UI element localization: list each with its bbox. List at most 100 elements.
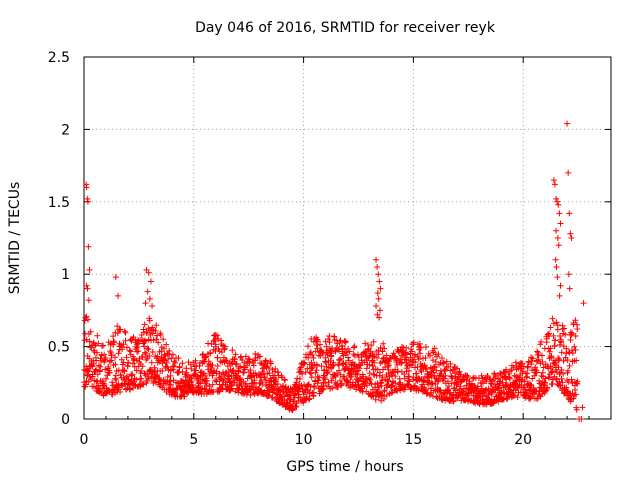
data-point — [558, 366, 565, 373]
data-point — [495, 385, 502, 392]
data-point — [309, 352, 316, 359]
data-point — [580, 300, 587, 307]
data-point — [265, 392, 272, 399]
data-point — [316, 374, 323, 381]
data-point — [415, 356, 422, 363]
data-point — [289, 407, 296, 414]
data-point — [390, 369, 397, 376]
data-point — [336, 346, 343, 353]
data-point — [117, 388, 124, 395]
data-point — [108, 352, 115, 359]
data-point — [245, 355, 252, 362]
data-point — [518, 360, 525, 367]
data-point — [220, 377, 227, 384]
data-point — [545, 330, 552, 337]
data-point — [221, 343, 228, 350]
data-point — [552, 337, 559, 344]
data-point — [310, 389, 317, 396]
data-point — [139, 353, 146, 360]
data-point — [388, 382, 395, 389]
data-point — [247, 367, 254, 374]
data-point — [114, 330, 121, 337]
data-point — [394, 368, 401, 375]
data-point — [152, 327, 159, 334]
data-point — [314, 345, 321, 352]
data-point — [416, 340, 423, 347]
data-point — [114, 323, 121, 330]
data-point — [555, 201, 562, 208]
data-point — [572, 333, 579, 340]
data-point — [441, 375, 448, 382]
data-point — [528, 358, 535, 365]
data-point — [247, 392, 254, 399]
data-point — [315, 377, 322, 384]
data-point — [314, 338, 321, 345]
data-point — [363, 365, 370, 372]
data-point — [134, 344, 141, 351]
data-point — [572, 346, 579, 353]
data-point — [377, 380, 384, 387]
data-point — [377, 344, 384, 351]
data-point — [267, 360, 274, 367]
data-point — [351, 343, 358, 350]
data-point — [140, 329, 147, 336]
data-point — [261, 374, 268, 381]
data-point — [380, 340, 387, 347]
data-point — [348, 373, 355, 380]
data-point — [92, 354, 99, 361]
data-point — [345, 357, 352, 364]
data-point — [274, 380, 281, 387]
data-point — [328, 365, 335, 372]
y-tick-label: 0.5 — [48, 340, 70, 356]
data-point — [336, 338, 343, 345]
data-point — [480, 380, 487, 387]
data-point — [150, 337, 157, 344]
data-point — [250, 362, 257, 369]
data-point — [122, 380, 129, 387]
data-point — [367, 376, 374, 383]
data-point — [199, 351, 206, 358]
data-point — [83, 282, 90, 289]
data-point — [237, 363, 244, 370]
data-point — [373, 303, 380, 310]
data-point — [548, 353, 555, 360]
data-point — [84, 198, 91, 205]
data-point — [140, 338, 147, 345]
data-point — [97, 363, 104, 370]
data-point — [569, 330, 576, 337]
data-point — [375, 271, 382, 278]
data-point — [384, 377, 391, 384]
data-point — [568, 235, 575, 241]
data-point — [529, 355, 536, 362]
data-point — [169, 363, 176, 370]
data-point — [557, 382, 564, 389]
data-point — [383, 352, 390, 359]
data-point — [536, 377, 543, 384]
data-point — [446, 383, 453, 390]
data-point — [566, 362, 573, 369]
data-point — [149, 303, 156, 310]
data-point — [92, 367, 99, 374]
data-point — [149, 330, 156, 337]
data-point — [154, 353, 161, 360]
data-point — [256, 353, 263, 360]
data-point — [553, 319, 560, 326]
data-point — [232, 351, 239, 358]
data-point — [228, 382, 235, 389]
data-point — [216, 388, 223, 395]
data-point — [540, 388, 547, 395]
data-point — [102, 366, 109, 373]
data-point — [439, 360, 446, 367]
data-point — [86, 338, 93, 345]
data-point — [430, 369, 437, 376]
data-point — [329, 362, 336, 369]
data-point — [251, 377, 258, 384]
data-point — [330, 362, 337, 369]
data-point — [233, 372, 240, 379]
data-point — [542, 375, 549, 382]
data-point — [144, 288, 151, 295]
y-tick-label: 2.5 — [48, 50, 70, 66]
x-tick-label: 5 — [189, 432, 198, 448]
data-point — [376, 369, 383, 376]
data-point — [550, 177, 557, 184]
